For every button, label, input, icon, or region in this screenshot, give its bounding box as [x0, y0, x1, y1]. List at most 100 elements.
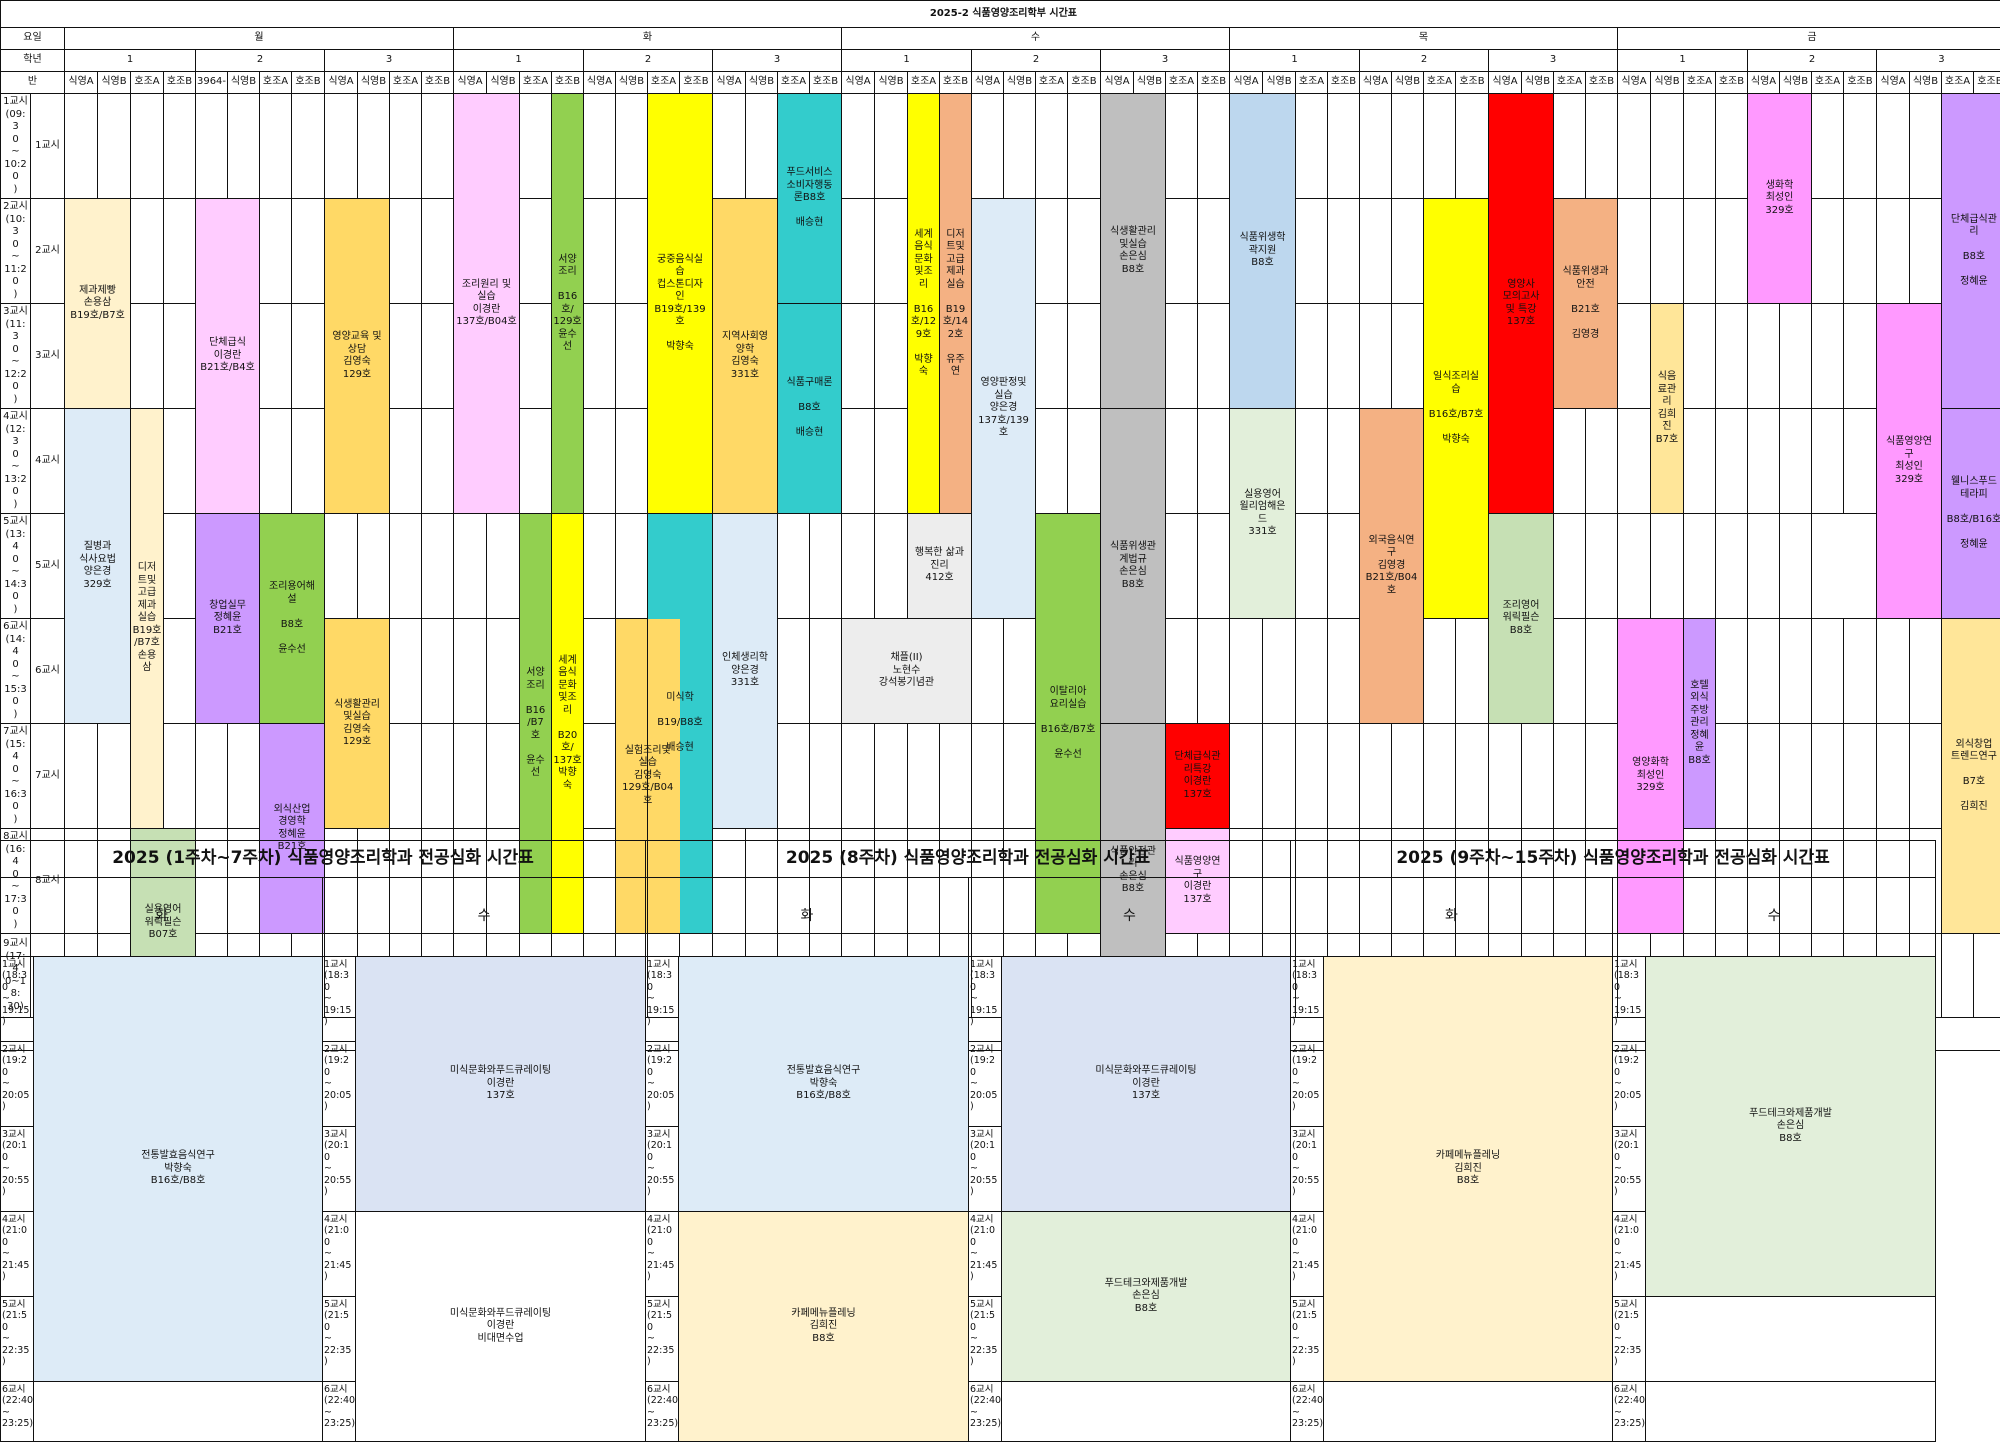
course-block[interactable]: 영양사 모의고사 및 특강 137호 [1489, 94, 1554, 514]
class-col: 식영A [1618, 72, 1651, 94]
grade-header-row: 학년 1 2 3 1 2 3 1 2 3 1 2 3 1 2 3 [1, 50, 2000, 72]
course-block[interactable]: 영양교육 및 상담 김영숙 129호 [325, 199, 390, 514]
course-block[interactable]: 식품위생과 안전 B21호 김영경 [1554, 199, 1618, 409]
sub-period-time: 3교시 (20:1 0 ~ 20:55 ) [1613, 1127, 1646, 1212]
course-block[interactable]: 식생활관리 및실습 김영숙 129호 [325, 619, 390, 829]
empty-cell [842, 409, 875, 514]
empty-cell [584, 199, 616, 304]
empty-cell [1068, 304, 1101, 409]
course-block[interactable]: 단체급식관 리특강 이경란 137호 [1166, 724, 1230, 829]
sub-period-time: 2교시 (19:2 0 ~ 20:05 ) [1291, 1042, 1324, 1127]
course-block[interactable]: 식품구매론 B8호 배승현 [778, 304, 842, 514]
sub-day-tue: 화 [1, 878, 323, 957]
empty-cell [422, 619, 454, 724]
course-block[interactable]: 푸드테크와제품개발 손은심 B8호 [1646, 957, 1936, 1297]
course-block[interactable]: 실용영어 윌리엄해은 드 331호 [1230, 409, 1296, 619]
course-block[interactable]: 식품위생학 곽지원 B8호 [1230, 94, 1296, 409]
course-block[interactable]: 조리용어해 설 B8호 윤수선 [260, 514, 325, 724]
course-block[interactable]: 일식조리실 습 B16호/B7호 박향숙 [1424, 199, 1489, 619]
empty-cell [1716, 409, 1748, 514]
empty-cell [1910, 199, 1942, 304]
course-block[interactable]: 식품영양연 구 최성인 329호 [1877, 304, 1942, 619]
course-block[interactable]: 인체생리학 양은경 331호 [713, 514, 778, 829]
class-col: 호조B [552, 72, 584, 94]
course-block[interactable]: 미식문화와푸드큐레이팅 이경란 비대면수업 [356, 1212, 646, 1442]
class-col: 식영B [1522, 72, 1554, 94]
course-block[interactable]: 단체급식관 리 B8호 정혜윤 [1942, 94, 2000, 409]
class-col: 식영A [1877, 72, 1910, 94]
course-block[interactable]: 미식문화와푸드큐레이팅 이경란 137호 [356, 957, 646, 1212]
period-label: 3교시 [31, 304, 65, 409]
day-header-row: 요일 월 화 수 목 금 [1, 28, 2000, 50]
sub-period-time: 3교시 (20:1 0 ~ 20:55 ) [646, 1127, 679, 1212]
empty-cell [164, 724, 196, 829]
day-tue: 화 [454, 28, 842, 50]
empty-cell [1748, 409, 1780, 514]
empty-cell [1328, 409, 1360, 514]
course-block[interactable]: 조리원리 및 실습 이경란 137호/B04호 [454, 94, 520, 514]
course-block[interactable]: 창업실무 정혜윤 B21호 [196, 514, 260, 724]
grade-2: 2 [972, 50, 1101, 72]
empty-cell [1554, 724, 1586, 829]
course-block[interactable]: 웰니스푸드 테라피 B8호/B16호 정혜윤 [1942, 409, 2000, 619]
course-block[interactable]: 카페메뉴플레닝 김희진 B8호 [679, 1212, 969, 1442]
sub-period-time: 1교시 (18:3 0 ~ 19:15 ) [646, 957, 679, 1042]
course-block[interactable]: 식생활관리 및실습 손은심 B8호 [1101, 94, 1166, 409]
empty-cell [228, 724, 260, 829]
course-block[interactable]: 푸드서비스 소비자행동 론B8호 배승현 [778, 94, 842, 304]
course-block[interactable]: 행복한 삶과 진리 412호 [908, 514, 972, 619]
empty-cell [1392, 724, 1424, 829]
course-block[interactable]: 푸드테크와제품개발 손은심 B8호 [1002, 1212, 1291, 1382]
empty-cell [1554, 619, 1586, 724]
class-label: 반 [1, 72, 65, 94]
course-block[interactable]: 세계 음식 문화 및조 리 B16 호/12 9호 박향 숙 [908, 94, 940, 514]
course-block[interactable]: 생화학 최성인 329호 [1748, 94, 1812, 304]
grade-1: 1 [454, 50, 584, 72]
empty-cell [520, 304, 552, 409]
course-block[interactable]: 제과제빵 손용삼 B19호/B7호 [65, 199, 131, 409]
course-block[interactable]: 전통발효음식연구 박향숙 B16호/B8호 [679, 957, 969, 1212]
empty-cell [1296, 619, 1328, 724]
course-block[interactable]: 채플(II) 노현수 강석봉기념관 [842, 619, 972, 724]
empty-cell [1684, 199, 1716, 304]
course-block[interactable]: 카페메뉴플레닝 김희진 B8호 [1324, 957, 1613, 1382]
empty-cell [1328, 94, 1360, 199]
course-block[interactable]: 식품위생관 계법규 손은심 B8호 [1101, 409, 1166, 724]
empty-cell [454, 514, 487, 619]
course-block[interactable]: 영양판정및 실습 양은경 137호/139호 [972, 199, 1036, 619]
course-block[interactable]: 지역사회영 양학 김영숙 331호 [713, 199, 778, 514]
sub-period-time: 4교시 (21:0 0 ~ 21:45 ) [969, 1212, 1002, 1297]
course-block[interactable]: 조리영어 워릭필슨 B8호 [1489, 514, 1554, 724]
course-block[interactable]: 외식창업 트렌드연구 B7호 김희진 [1942, 619, 2000, 934]
course-block[interactable]: 질병과 식사요법 양은경 329호 [65, 409, 131, 724]
empty-cell [260, 94, 292, 199]
course-block[interactable]: 호텔 외식 주방 관리 정혜 윤 B8호 [1684, 619, 1716, 829]
empty-cell [1360, 94, 1392, 199]
course-block[interactable]: 디저 트및 고급 제과 실습 B19 호/14 2호 유주 연 [940, 94, 972, 514]
sub-title: 2025 (8주차) 식품영양조리학과 전공심화 시간표 [646, 841, 1291, 878]
empty-cell [390, 514, 422, 619]
course-block[interactable]: 미식문화와푸드큐레이팅 이경란 137호 [1002, 957, 1291, 1212]
empty-cell [1877, 724, 1910, 829]
day-wed: 수 [842, 28, 1230, 50]
empty-cell [1554, 409, 1586, 514]
class-col: 호조B [1198, 72, 1230, 94]
empty-cell [1780, 724, 1812, 829]
empty-cell [1844, 619, 1877, 724]
course-block[interactable]: 디저 트및 고급 제과 실습 B19호 /B7호 손용 삼 [131, 409, 164, 829]
course-block[interactable]: 궁중음식실 습 컵스톤디자 인 B19호/139호 박향숙 [648, 94, 713, 514]
class-col: 식영A [713, 72, 746, 94]
course-block[interactable]: 단체급식 이경란 B21호/B4호 [196, 199, 260, 514]
course-block[interactable]: 전통발효음식연구 박향숙 B16호/B8호 [34, 957, 323, 1382]
course-block[interactable]: 식음 료관 리 김희 진 B7호 [1651, 304, 1684, 514]
course-block[interactable]: 서양 조리 B16 호/ 129호 윤수 선 [552, 94, 584, 514]
grade-3: 3 [1101, 50, 1230, 72]
sub-period-time: 4교시 (21:0 0 ~ 21:45 ) [323, 1212, 356, 1297]
grade-3: 3 [713, 50, 842, 72]
empty-cell [1748, 619, 1780, 724]
empty-cell [520, 199, 552, 304]
empty-cell [98, 724, 131, 829]
class-col: 호조A [778, 72, 810, 94]
course-block[interactable]: 외국음식연 구 김영경 B21호/B04호 [1360, 409, 1424, 724]
